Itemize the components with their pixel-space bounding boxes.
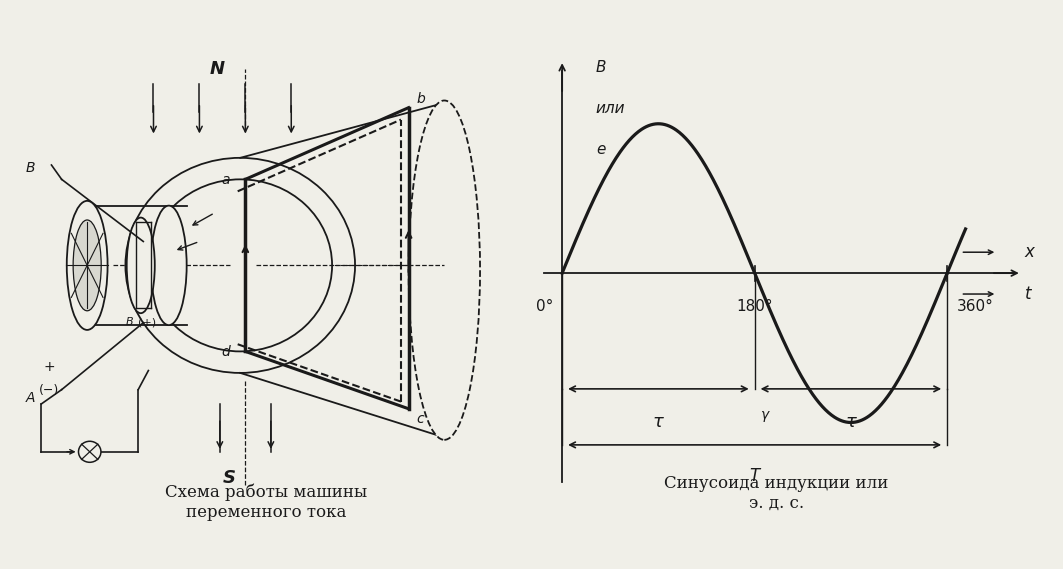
- Circle shape: [79, 442, 101, 462]
- Text: (+): (+): [138, 317, 156, 327]
- Text: Схема работы машины
переменного тока: Схема работы машины переменного тока: [165, 484, 367, 521]
- Text: t: t: [1025, 285, 1031, 303]
- Ellipse shape: [149, 179, 332, 352]
- Text: b: b: [417, 92, 425, 106]
- Text: В: В: [596, 60, 606, 75]
- Text: B: B: [125, 317, 133, 327]
- Text: γ: γ: [761, 407, 769, 422]
- Ellipse shape: [125, 158, 355, 373]
- Text: Синусоида индукции или
э. д. с.: Синусоида индукции или э. д. с.: [664, 476, 889, 512]
- Ellipse shape: [73, 220, 101, 311]
- Text: a: a: [221, 173, 230, 187]
- Ellipse shape: [408, 101, 480, 440]
- Text: е: е: [596, 142, 605, 158]
- Text: A: A: [26, 390, 35, 405]
- Text: или: или: [596, 101, 625, 116]
- Text: S: S: [222, 469, 235, 487]
- Text: 360°: 360°: [957, 299, 993, 314]
- Text: B: B: [26, 161, 35, 175]
- Text: x: x: [1025, 243, 1034, 261]
- Text: (−): (−): [38, 385, 58, 397]
- Text: 180°: 180°: [737, 299, 773, 314]
- Text: c: c: [417, 412, 424, 426]
- Text: d: d: [221, 345, 230, 359]
- Text: τ: τ: [653, 413, 663, 431]
- Text: τ: τ: [845, 413, 857, 431]
- Text: T: T: [749, 467, 760, 485]
- Ellipse shape: [151, 205, 187, 325]
- Text: +: +: [44, 360, 55, 373]
- Text: 0°: 0°: [536, 299, 553, 314]
- Text: N: N: [209, 60, 224, 78]
- Ellipse shape: [67, 201, 107, 330]
- Ellipse shape: [126, 217, 155, 313]
